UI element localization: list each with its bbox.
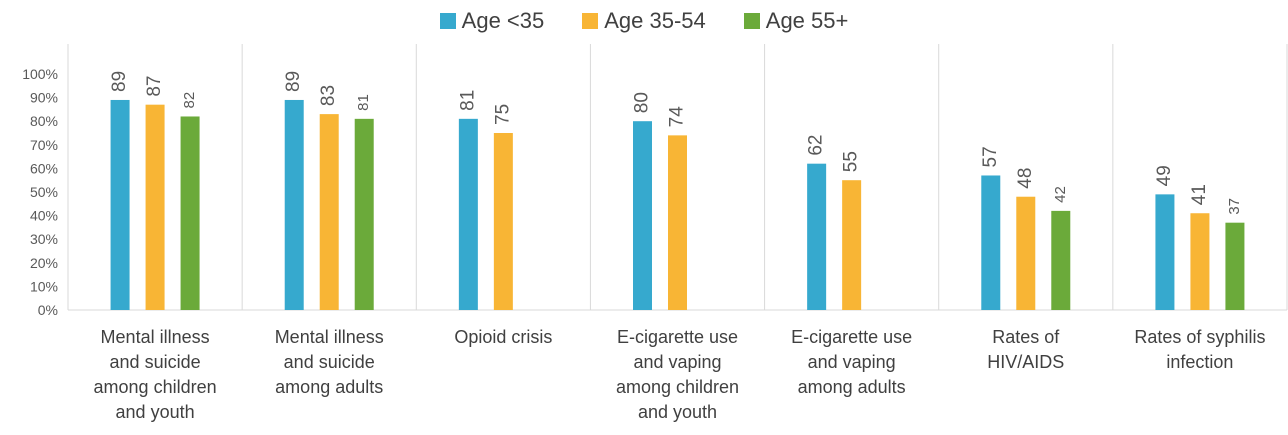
bar: [319, 114, 339, 311]
data-label: 37: [1226, 198, 1243, 215]
bar: [1051, 210, 1071, 310]
bar: [145, 104, 165, 311]
category-label: and vaping: [808, 352, 896, 372]
data-label: 48: [1015, 168, 1036, 189]
legend-swatch: [439, 13, 456, 29]
bar: [284, 99, 304, 311]
category-label: among children: [94, 377, 217, 397]
category-label: Opioid crisis: [454, 327, 552, 347]
data-label: 49: [1154, 165, 1175, 186]
category-label: and suicide: [284, 352, 375, 372]
data-label: 55: [841, 151, 862, 172]
bar: [180, 116, 200, 310]
category-label: among adults: [798, 377, 906, 397]
legend-swatch: [743, 13, 760, 29]
data-label: 82: [181, 92, 198, 109]
category-label: and suicide: [110, 352, 201, 372]
legend-swatch: [582, 13, 599, 29]
legend-label: Age <35: [461, 8, 545, 33]
data-label: 62: [806, 135, 827, 156]
data-label: 41: [1189, 184, 1210, 205]
data-label: 83: [318, 85, 339, 106]
legend-item-age-35-54: Age 35-54: [582, 8, 706, 34]
y-tick-label: 80%: [30, 113, 58, 129]
category-label: among adults: [275, 377, 383, 397]
data-label: 42: [1052, 186, 1069, 203]
y-tick-label: 30%: [30, 231, 58, 247]
data-label: 81: [355, 94, 372, 111]
data-label: 87: [144, 76, 165, 97]
data-label: 89: [283, 71, 304, 92]
bar: [668, 135, 687, 310]
y-tick-label: 50%: [30, 184, 58, 200]
category-label: Mental illness: [275, 327, 384, 347]
legend-item-age-55-plus: Age 55+: [743, 8, 849, 34]
y-tick-label: 10%: [30, 278, 58, 294]
bar: [807, 163, 827, 310]
y-tick-label: 20%: [30, 255, 58, 271]
bar: [633, 121, 652, 310]
category-label: E-cigarette use: [791, 327, 912, 347]
bar: [110, 99, 130, 311]
data-label: 80: [632, 92, 653, 113]
data-label: 57: [980, 146, 1001, 167]
category-label: infection: [1166, 352, 1233, 372]
category-label: and youth: [116, 402, 195, 422]
data-label: 75: [492, 104, 513, 125]
bar: [842, 180, 862, 310]
legend-label: Age 35-54: [604, 8, 706, 33]
bar: [1155, 194, 1175, 310]
category-label: among children: [616, 377, 739, 397]
bar: [1225, 222, 1245, 310]
category-label: Mental illness: [101, 327, 210, 347]
y-tick-label: 100%: [22, 66, 58, 82]
bar: [1190, 213, 1210, 310]
category-label: Rates of: [992, 327, 1060, 347]
legend: Age <35 Age 35-54 Age 55+: [0, 8, 1288, 34]
bar: [1016, 196, 1036, 310]
category-label: and vaping: [633, 352, 721, 372]
category-label: and youth: [638, 402, 717, 422]
category-label: Rates of syphilis: [1134, 327, 1265, 347]
data-label: 74: [667, 106, 688, 128]
bar: [458, 118, 478, 310]
bar: [354, 118, 374, 310]
y-tick-label: 70%: [30, 137, 58, 153]
category-label: HIV/AIDS: [987, 352, 1064, 372]
data-label: 81: [457, 90, 478, 111]
bar: [493, 133, 513, 310]
y-tick-label: 60%: [30, 160, 58, 176]
legend-label: Age 55+: [765, 8, 849, 33]
category-label: E-cigarette use: [617, 327, 738, 347]
y-tick-label: 40%: [30, 208, 58, 224]
y-tick-label: 0%: [38, 302, 58, 318]
data-label: 89: [109, 71, 130, 92]
bar: [981, 175, 1001, 310]
legend-item-age-under-35: Age <35: [439, 8, 545, 34]
y-tick-label: 90%: [30, 90, 58, 106]
